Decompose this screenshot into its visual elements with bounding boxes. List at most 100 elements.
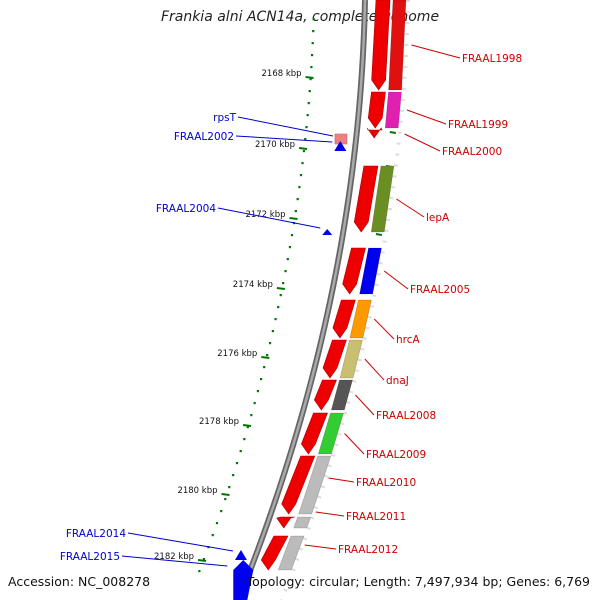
scale-dot (268, 342, 272, 345)
gene-block[interactable] (293, 516, 312, 529)
gene-arrow[interactable] (367, 91, 386, 129)
gene-label[interactable]: FRAAL1999 (448, 119, 508, 131)
gene-block[interactable] (384, 91, 402, 129)
gene-leader-line (373, 318, 395, 340)
map-title: Frankia alni ACN14a, complete genome (160, 9, 440, 25)
gene-arrow[interactable] (260, 535, 289, 571)
scale-dot (308, 90, 311, 93)
gene-arrow[interactable] (276, 516, 295, 529)
scale-dot (220, 510, 223, 513)
scale-dot (224, 498, 227, 501)
scale-dot (211, 534, 214, 537)
gene-leader-line (355, 394, 375, 416)
gene-arrow[interactable] (353, 165, 379, 233)
scale-tick-label: 2178 kbp (199, 417, 239, 427)
gene-label[interactable]: FRAAL2005 (410, 284, 470, 296)
gene-arrow[interactable] (366, 127, 383, 139)
gene-arrow[interactable] (301, 412, 328, 455)
scale-dot (202, 558, 206, 561)
gene-arrow[interactable] (281, 455, 316, 515)
scale-dot (286, 258, 289, 261)
gene-label-reverse[interactable]: FRAAL2004 (156, 203, 216, 215)
gene-leader-line (127, 532, 234, 552)
gene-leader-line (121, 555, 228, 567)
scale-dot (277, 306, 280, 309)
gene-block[interactable] (330, 379, 353, 411)
gene-label[interactable]: FRAAL2012 (338, 544, 398, 556)
backbone-highlight (237, 0, 367, 600)
scale-dot (253, 402, 256, 405)
scale-dot (305, 126, 308, 129)
scale-dot (198, 570, 201, 573)
track-tick (375, 233, 383, 236)
scale-tick-label: 2170 kbp (255, 140, 295, 150)
gene-label-reverse[interactable]: rpsT (213, 112, 236, 124)
gene-leader-line (315, 511, 345, 517)
gene-label[interactable]: FRAAL1998 (462, 53, 522, 65)
scale-tick (221, 493, 230, 496)
gene-arrow-reverse[interactable] (233, 560, 254, 600)
gene-leader-line (411, 44, 461, 59)
scale-dot (294, 210, 297, 213)
scale-dot (298, 186, 301, 189)
track-tick (389, 131, 396, 134)
gene-block[interactable] (388, 0, 407, 91)
scale-dot (306, 114, 309, 117)
scale-tick (305, 76, 314, 79)
gene-label[interactable]: FRAAL2008 (376, 410, 436, 422)
scale-dot (260, 378, 263, 381)
gene-arrow[interactable] (322, 339, 347, 379)
scale-tick (276, 287, 285, 290)
gene-block[interactable] (277, 535, 305, 571)
gene-arrow[interactable] (342, 247, 366, 295)
scale-dot (266, 354, 269, 357)
gene-leader-line (328, 477, 355, 483)
gene-label[interactable]: lepA (426, 212, 450, 224)
gene-arrow-reverse[interactable] (322, 229, 333, 235)
gene-block[interactable] (370, 165, 395, 233)
gene-arrow[interactable] (332, 299, 356, 339)
gene-label[interactable]: dnaJ (386, 375, 409, 387)
scale-dot (243, 438, 246, 441)
gene-label[interactable]: FRAAL2009 (366, 449, 426, 461)
scale-dot (274, 318, 277, 321)
gene-arrow-reverse[interactable] (334, 141, 347, 151)
scale-dot (310, 54, 314, 57)
gene-leader-line (364, 358, 385, 381)
gene-block[interactable] (359, 247, 382, 295)
gene-label-reverse[interactable]: FRAAL2015 (60, 551, 120, 563)
scale-tick-label: 2180 kbp (177, 486, 217, 496)
gene-leader-line (304, 544, 337, 550)
scale-dot (235, 462, 239, 465)
scale-dot (304, 138, 307, 141)
gene-arrow[interactable] (371, 0, 391, 91)
scale-dot (296, 198, 299, 201)
gene-leader-line (406, 109, 447, 125)
gene-label[interactable]: hrcA (396, 334, 421, 346)
gene-label[interactable]: FRAAL2010 (356, 477, 416, 489)
gene-block[interactable] (339, 339, 363, 379)
gene-leader-line (237, 116, 334, 137)
scale-tick-label: 2172 kbp (245, 210, 285, 220)
gene-label-reverse[interactable]: FRAAL2002 (174, 131, 234, 143)
gene-leader-line (396, 198, 425, 218)
gene-block[interactable] (349, 299, 372, 339)
gene-arrow[interactable] (314, 379, 337, 411)
gene-label[interactable]: FRAAL2011 (346, 511, 406, 523)
gene-block[interactable] (298, 455, 332, 515)
gene-block[interactable] (317, 412, 344, 455)
scale-tick-label: 2182 kbp (154, 552, 194, 562)
gene-label-reverse[interactable]: FRAAL2014 (66, 528, 126, 540)
scale-dot (290, 234, 294, 237)
genome-backbone (235, 0, 410, 600)
scale-dot (256, 390, 260, 393)
gene-label[interactable]: FRAAL2000 (442, 146, 502, 158)
gene-arrow-reverse[interactable] (234, 550, 247, 560)
genome-summary-text: Topology: circular; Length: 7,497,934 bp… (246, 574, 590, 589)
scale-dot (288, 246, 292, 249)
scale-dot (228, 486, 231, 489)
scale-dot (284, 270, 287, 273)
scale-dot (239, 450, 242, 453)
scale-dot (307, 102, 310, 105)
